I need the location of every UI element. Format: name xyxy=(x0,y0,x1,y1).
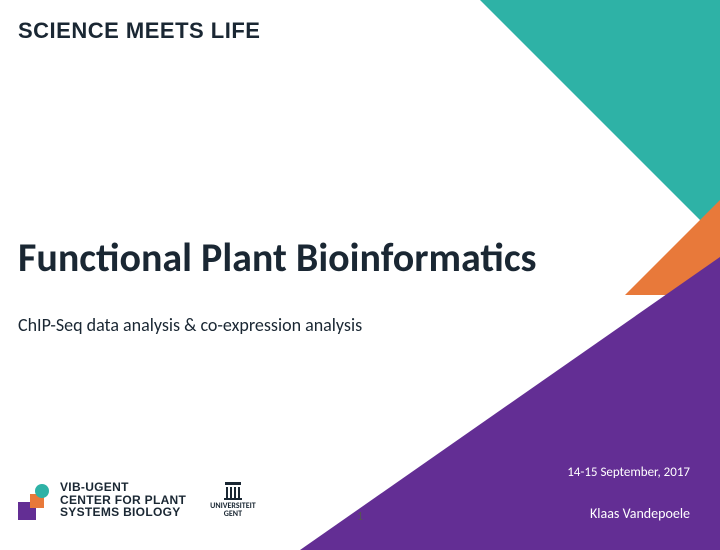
ugent-logo: UNIVERSITEIT GENT xyxy=(210,482,256,519)
vib-logo: VIB-UGENT CENTER FOR PLANT SYSTEMS BIOLO… xyxy=(18,480,186,520)
tagline: SCIENCE MEETS LIFE xyxy=(18,18,260,44)
vib-line1: VIB-UGENT xyxy=(60,481,186,494)
ugent-line2: GENT xyxy=(224,510,242,518)
vib-logo-text: VIB-UGENT CENTER FOR PLANT SYSTEMS BIOLO… xyxy=(60,481,186,519)
vib-line3: SYSTEMS BIOLOGY xyxy=(60,506,186,519)
author-text: Klaas Vandepoele xyxy=(590,505,690,522)
ugent-building-icon xyxy=(223,482,243,500)
slide-title: Functional Plant Bioinformatics xyxy=(18,233,537,282)
date-text: 14-15 September, 2017 xyxy=(567,465,690,480)
logo-block: VIB-UGENT CENTER FOR PLANT SYSTEMS BIOLO… xyxy=(18,480,256,520)
vib-mark-icon xyxy=(18,480,52,520)
page-number: 1 xyxy=(357,510,363,524)
slide-subtitle: ChIP-Seq data analysis & co-expression a… xyxy=(18,314,362,336)
